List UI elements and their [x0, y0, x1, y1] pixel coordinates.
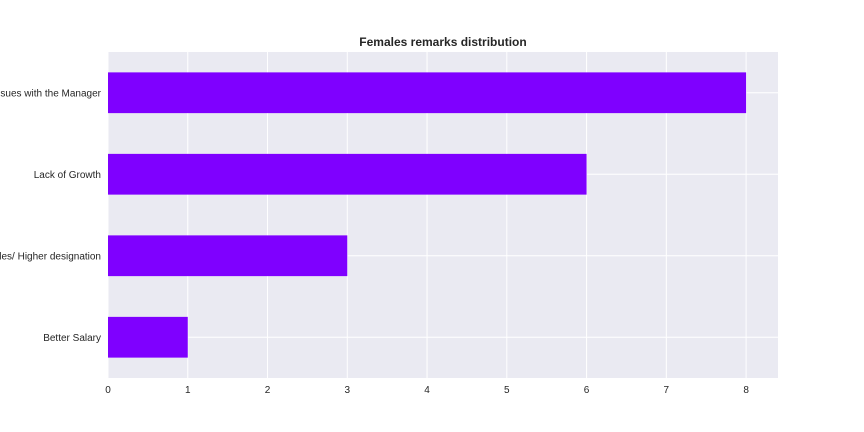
x-tick-label: 4: [424, 385, 430, 396]
x-tick-label: 5: [504, 385, 510, 396]
x-tick-label: 1: [185, 385, 191, 396]
x-axis-ticks: 0 1 2 3 4 5 6 7 8: [105, 385, 749, 396]
bar: [108, 153, 587, 195]
x-tick-label: 0: [105, 385, 111, 396]
x-tick-label: 8: [743, 385, 749, 396]
x-tick-label: 2: [265, 385, 271, 396]
y-axis-ticks: Issues with the Manager Lack of Growth New…: [0, 88, 102, 344]
x-tick-label: 7: [664, 385, 670, 396]
y-tick-label: Lack of Growth: [34, 170, 101, 181]
bar: [108, 72, 747, 114]
x-tick-label: 3: [345, 385, 351, 396]
y-tick-label: Better Salary: [43, 333, 101, 344]
chart-title: Females remarks distribution: [359, 35, 526, 49]
y-tick-label: Issues with the Manager: [0, 88, 102, 99]
bars: [108, 72, 747, 358]
bar: [108, 235, 348, 277]
x-tick-label: 6: [584, 385, 590, 396]
y-tick-label: New Roles/ Higher designation: [0, 251, 101, 262]
bar: [108, 316, 188, 358]
